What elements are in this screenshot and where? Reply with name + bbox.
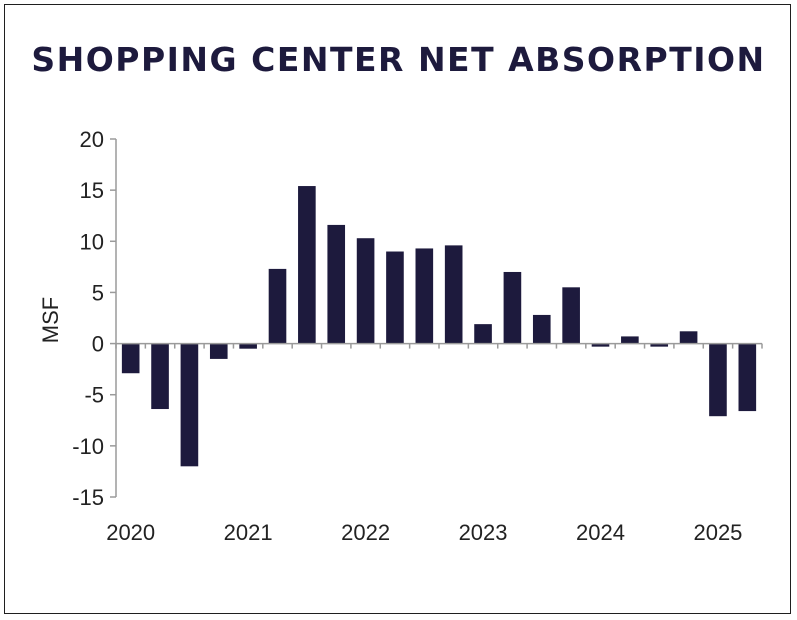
y-tick-label: 20 bbox=[80, 127, 104, 152]
bar-2022Q1 bbox=[356, 238, 375, 344]
y-tick-label: -10 bbox=[72, 434, 104, 459]
bar-2021Q3 bbox=[298, 186, 316, 344]
y-ticks-group bbox=[110, 138, 116, 498]
bar-2021Q4 bbox=[327, 224, 346, 344]
x-year-label: 2024 bbox=[576, 520, 625, 545]
bar-2020Q4 bbox=[209, 343, 228, 359]
bar-2023Q3 bbox=[532, 314, 551, 344]
bar-2024Q1 bbox=[591, 343, 610, 347]
x-year-label: 2022 bbox=[341, 520, 390, 545]
bar-2024Q3 bbox=[650, 343, 669, 347]
bar-2024Q4 bbox=[679, 331, 698, 344]
bar-2020Q1 bbox=[121, 343, 140, 374]
bar-2022Q4 bbox=[444, 245, 463, 344]
y-tick-label: -15 bbox=[72, 485, 104, 510]
bar-2025Q1 bbox=[709, 343, 727, 417]
bar-2023Q2 bbox=[503, 271, 522, 344]
y-tick-label: 10 bbox=[80, 229, 104, 254]
bar-2022Q2 bbox=[386, 251, 404, 344]
bar-2024Q2 bbox=[621, 336, 639, 344]
bar-2023Q1 bbox=[474, 324, 492, 344]
bars-group bbox=[121, 186, 757, 467]
y-axis-title: MSF bbox=[38, 297, 63, 343]
chart-title: SHOPPING CENTER NET ABSORPTION bbox=[31, 40, 766, 79]
x-year-labels: 2020 2021 2022 2023 2024 2025 bbox=[106, 520, 742, 545]
x-ticks-group bbox=[115, 343, 763, 349]
bar-2020Q2 bbox=[151, 343, 169, 410]
bar-2021Q1 bbox=[239, 343, 257, 349]
x-year-label: 2023 bbox=[459, 520, 508, 545]
bar-2025Q2 bbox=[738, 343, 757, 412]
x-year-label: 2021 bbox=[224, 520, 273, 545]
y-tick-labels: 20 15 10 5 0 -5 -10 -15 bbox=[72, 127, 104, 510]
y-tick-label: 15 bbox=[80, 178, 104, 203]
y-tick-label: 5 bbox=[92, 280, 104, 305]
bar-2022Q3 bbox=[415, 248, 434, 344]
y-tick-label: 0 bbox=[92, 332, 104, 357]
x-year-label: 2025 bbox=[693, 520, 742, 545]
x-year-label: 2020 bbox=[106, 520, 155, 545]
bar-2021Q2 bbox=[268, 268, 287, 344]
bar-2023Q4 bbox=[562, 287, 580, 344]
y-tick-label: -5 bbox=[84, 383, 104, 408]
bar-2020Q3 bbox=[180, 343, 199, 467]
